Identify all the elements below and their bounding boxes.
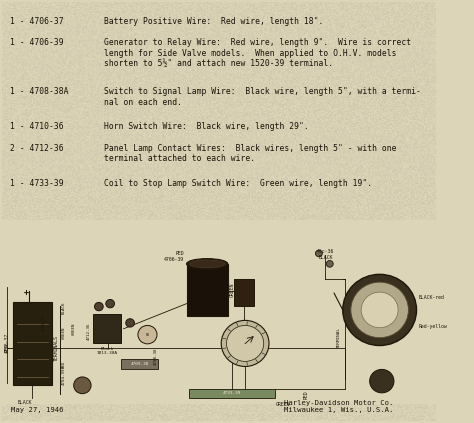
- Text: BLACK-red: BLACK-red: [419, 295, 445, 300]
- Text: 2 - 4712-36: 2 - 4712-36: [10, 144, 64, 153]
- Circle shape: [221, 320, 269, 366]
- Text: GREEN: GREEN: [72, 322, 76, 335]
- Text: Harley-Davidson Motor Co.
Milwaukee 1, Wis., U.S.A.: Harley-Davidson Motor Co. Milwaukee 1, W…: [284, 401, 393, 413]
- Text: 1 - 4706-37: 1 - 4706-37: [10, 17, 64, 26]
- Bar: [2, 220, 436, 404]
- Circle shape: [351, 282, 409, 338]
- Text: TERMINAL: TERMINAL: [337, 327, 340, 348]
- Circle shape: [326, 261, 333, 267]
- FancyBboxPatch shape: [187, 264, 228, 316]
- Text: 4tc-36
BLACK: 4tc-36 BLACK: [317, 249, 334, 260]
- Text: BLACK: BLACK: [62, 302, 65, 314]
- Circle shape: [227, 325, 264, 361]
- Text: GREEN: GREEN: [230, 283, 235, 297]
- Circle shape: [361, 292, 398, 328]
- Ellipse shape: [187, 258, 228, 269]
- Text: 4709-38: 4709-38: [131, 362, 149, 366]
- Circle shape: [370, 369, 394, 393]
- FancyBboxPatch shape: [13, 302, 52, 385]
- Text: RED: RED: [303, 390, 309, 399]
- Circle shape: [343, 275, 417, 346]
- Text: Black
1813-30A: Black 1813-30A: [97, 347, 118, 355]
- Text: TERMINALS: TERMINALS: [54, 335, 59, 360]
- Text: Panel Lamp Contact Wires:  Black wires, length 5" - with one
terminal attached t: Panel Lamp Contact Wires: Black wires, l…: [104, 144, 397, 163]
- Text: May 27, 1946: May 27, 1946: [11, 407, 63, 413]
- Text: Battery Positive Wire:  Red wire, length 18".: Battery Positive Wire: Red wire, length …: [104, 17, 323, 26]
- Circle shape: [126, 319, 135, 327]
- Text: 4708-38: 4708-38: [154, 347, 158, 365]
- Text: 4733-39: 4733-39: [223, 391, 241, 395]
- Text: 1 - 4710-36: 1 - 4710-36: [10, 122, 64, 131]
- Circle shape: [106, 299, 115, 308]
- Text: 1 - 4708-38A: 1 - 4708-38A: [10, 87, 68, 96]
- Text: HD: HD: [146, 332, 150, 337]
- Text: +: +: [24, 288, 29, 297]
- Ellipse shape: [190, 260, 225, 268]
- Text: GREEN: GREEN: [62, 327, 65, 339]
- Text: Coil to Stop Lamp Switch Wire:  Green wire, length 19".: Coil to Stop Lamp Switch Wire: Green wir…: [104, 179, 372, 188]
- Text: Switch to Signal Lamp Wire:  Black wire, length 5", with a termi-
nal on each en: Switch to Signal Lamp Wire: Black wire, …: [104, 87, 421, 107]
- Circle shape: [315, 250, 322, 257]
- Circle shape: [94, 302, 103, 311]
- Text: RED
4706-39: RED 4706-39: [164, 251, 184, 262]
- FancyBboxPatch shape: [121, 360, 158, 368]
- Text: Generator to Relay Wire:  Red wire, length 9".  Wire is correct
length for Side : Generator to Relay Wire: Red wire, lengt…: [104, 38, 411, 68]
- Text: 4706-37: 4706-37: [41, 314, 46, 331]
- Text: 4712-36: 4712-36: [87, 322, 91, 340]
- Text: Horn Switch Wire:  Black wire, length 29".: Horn Switch Wire: Black wire, length 29"…: [104, 122, 309, 131]
- FancyBboxPatch shape: [234, 278, 254, 306]
- Text: BLACK: BLACK: [18, 400, 32, 405]
- Text: REG: REG: [4, 343, 9, 352]
- Text: GREEN: GREEN: [276, 402, 291, 407]
- Circle shape: [73, 377, 91, 394]
- Text: Red-yellow: Red-yellow: [419, 324, 447, 329]
- Text: 4704-993: 4704-993: [62, 365, 65, 385]
- Text: 4706-37: 4706-37: [5, 333, 10, 354]
- Text: 1 - 4733-39: 1 - 4733-39: [10, 179, 64, 188]
- Text: 1 - 4706-39: 1 - 4706-39: [10, 38, 64, 47]
- Text: RED: RED: [62, 361, 65, 368]
- Circle shape: [138, 325, 157, 344]
- FancyBboxPatch shape: [93, 314, 121, 343]
- FancyBboxPatch shape: [189, 389, 275, 398]
